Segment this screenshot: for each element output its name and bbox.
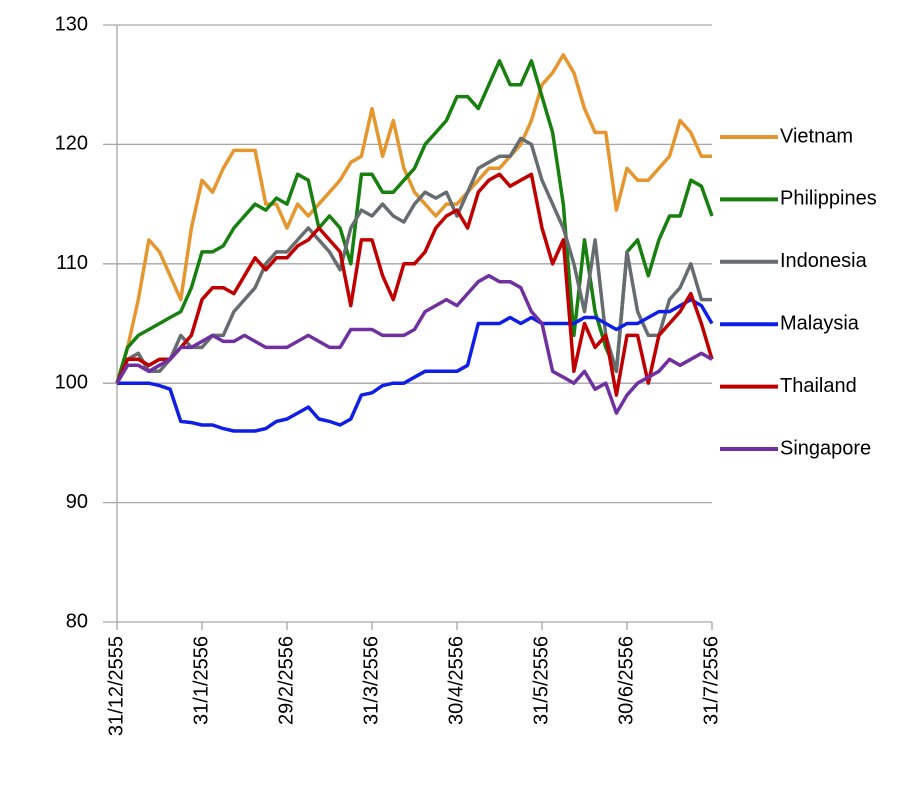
y-tick-label: 110 xyxy=(56,252,88,274)
y-tick-label: 80 xyxy=(66,610,88,632)
y-tick-label: 120 xyxy=(55,133,88,155)
x-tick-label: 31/7/2556 xyxy=(700,636,722,725)
x-tick-label: 31/5/2556 xyxy=(530,636,552,725)
legend-label: Singapore xyxy=(780,437,871,459)
y-tick-label: 100 xyxy=(55,371,88,393)
y-tick-label: 90 xyxy=(66,491,88,513)
legend-label: Thailand xyxy=(780,375,857,397)
legend-label: Indonesia xyxy=(780,250,868,272)
series-line xyxy=(115,172,714,397)
series-line xyxy=(115,136,712,384)
series-line xyxy=(117,297,714,433)
series-line xyxy=(115,59,714,384)
legend-label: Vietnam xyxy=(780,125,853,147)
x-tick-label: 30/4/2556 xyxy=(445,636,467,725)
series-line xyxy=(115,53,712,384)
x-tick-label: 31/3/2556 xyxy=(360,636,382,725)
x-tick-label: 29/2/2556 xyxy=(275,636,297,725)
legend-label: Malaysia xyxy=(780,312,860,334)
x-tick-label: 31/12/2555 xyxy=(105,636,127,736)
y-tick-label: 130 xyxy=(55,13,88,35)
x-tick-label: 30/6/2556 xyxy=(615,636,637,725)
series-line xyxy=(115,273,713,415)
x-tick-label: 31/1/2556 xyxy=(190,636,212,725)
legend-label: Philippines xyxy=(780,188,877,210)
